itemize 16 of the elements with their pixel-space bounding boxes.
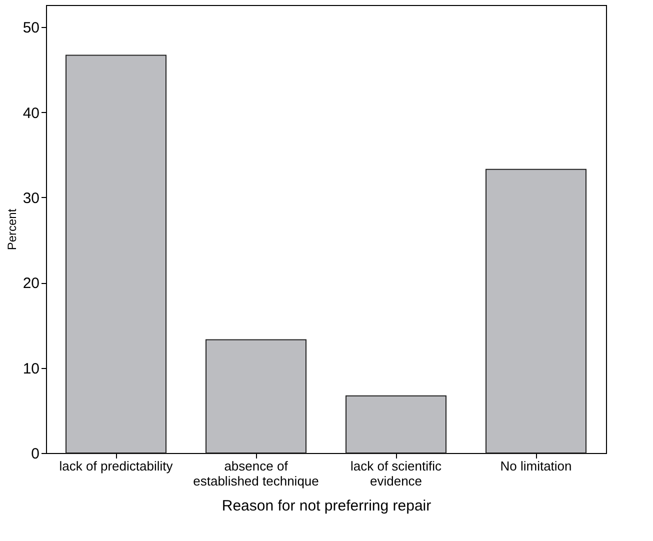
bar <box>66 54 166 454</box>
y-tick-label: 30 <box>22 190 40 207</box>
x-tick-label: No limitation <box>500 458 572 474</box>
y-tick-label: 50 <box>22 20 40 37</box>
bar <box>206 339 306 454</box>
bar <box>486 168 586 454</box>
y-axis-title: Percent <box>4 208 19 250</box>
x-tick-label: lack of predictability <box>59 458 174 474</box>
x-tick-label: absence of established technique <box>193 458 319 488</box>
x-axis-title: Reason for not preferring repair <box>222 498 432 514</box>
bar <box>346 395 446 454</box>
y-tick-label: 40 <box>22 104 40 122</box>
y-tick-label: 10 <box>22 360 40 378</box>
x-tick-label: lack of scientific evidence <box>350 458 442 488</box>
y-tick-label: 20 <box>22 275 40 292</box>
y-tick-label: 0 <box>31 446 40 462</box>
